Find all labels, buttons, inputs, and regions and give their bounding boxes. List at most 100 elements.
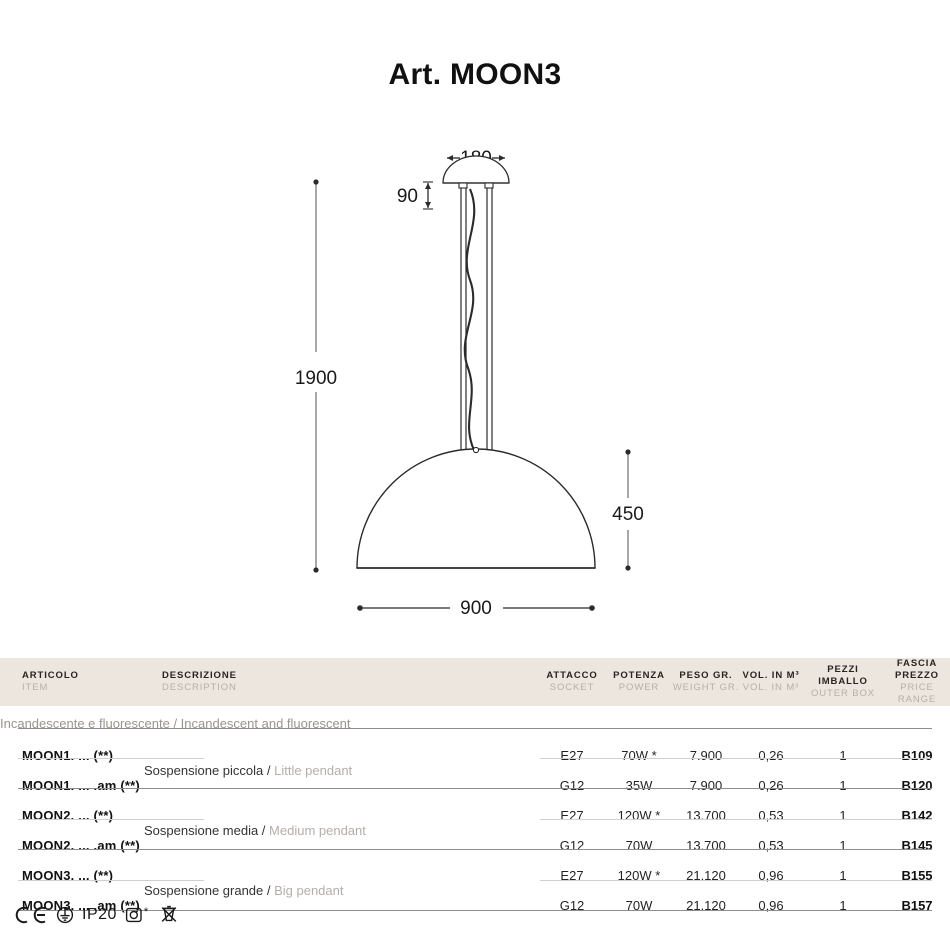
earth-ground-icon (56, 906, 74, 923)
cell-volume: 0,96 (758, 867, 784, 883)
dim-label-450: 450 (612, 504, 644, 525)
header-weight-en: WEIGHT GR. (672, 682, 740, 693)
rule-item-1 (18, 758, 204, 759)
header-outer-box-it: PEZZI IMBALLO (818, 664, 868, 687)
ce-mark-icon (15, 906, 46, 923)
cell-socket: E27 (560, 867, 584, 883)
dimension-shade-height: 450 (612, 449, 644, 571)
cell-socket: E27 (560, 807, 584, 823)
cell-volume: 0,96 (758, 897, 784, 913)
rule-group-2 (18, 849, 932, 850)
cell-power: 70W (625, 897, 653, 913)
cell-price-range: B155 (901, 867, 933, 883)
cell-volume: 0,53 (758, 807, 784, 823)
table-row: MOON2. ... .am (**) G12 70W 13.700 0,53 … (0, 830, 950, 860)
cell-outer-box: 1 (839, 777, 847, 793)
cell-socket: G12 (559, 897, 585, 913)
header-power-it: POTENZA (613, 670, 665, 681)
header-item-it: ARTICOLO (22, 670, 79, 681)
cell-outer-box: 1 (839, 867, 847, 883)
suspension-rods (460, 188, 493, 450)
lamp-suitability-icon (125, 907, 142, 922)
cell-socket: G12 (559, 837, 585, 853)
header-weight: PESO GR. WEIGHT GR. (672, 658, 740, 706)
category-label: Incandescente e fluorescente / Incandesc… (0, 715, 351, 731)
cell-power: 70W * (621, 747, 657, 763)
table-row: MOON3. ... .am (**) G12 70W 21.120 0,96 … (0, 890, 950, 920)
header-price-range-en: PRICE RANGE (897, 682, 937, 705)
cell-item: MOON2. ... .am (**) (22, 837, 140, 853)
desc-en: Little pendant (270, 762, 353, 778)
dim-label-900: 900 (460, 598, 492, 619)
cell-socket: G12 (559, 777, 585, 793)
header-socket-it: ATTACCO (546, 670, 598, 681)
header-item-en: ITEM (22, 682, 49, 693)
category-row: Incandescente e fluorescente / Incandesc… (0, 706, 950, 740)
cell-item: MOON3. ... .am (**) (22, 897, 140, 913)
table-row: MOON1. ... (**) Sospensione piccola / Li… (0, 740, 950, 778)
ceiling-canopy (442, 155, 510, 189)
rule-group-1 (18, 788, 932, 789)
cell-description: Sospensione grande / Big pendant (140, 860, 538, 920)
cell-power: 70W (625, 837, 653, 853)
cell-item: MOON1. ... .am (**) (22, 777, 140, 793)
page-title: Art. MOON3 (388, 58, 562, 91)
cell-price-range: B157 (901, 897, 933, 913)
cell-weight: 7.900 (689, 777, 723, 793)
cell-volume: 0,53 (758, 837, 784, 853)
header-volume-en: VOL. IN M³ (742, 682, 800, 693)
header-description-en: DESCRIPTION (162, 682, 237, 693)
header-item: ARTICOLO ITEM (0, 658, 140, 706)
crossed-out-wheelie-bin-icon (161, 905, 177, 922)
cell-volume: 0,26 (758, 777, 784, 793)
dimension-shade-width: 900 (357, 598, 595, 619)
desc-it: Sospensione media / (144, 822, 266, 838)
lamp-asterisk: * (143, 905, 149, 918)
cell-price-range: B145 (901, 837, 933, 853)
rule-top (18, 728, 932, 729)
table-row: MOON3. ... (**) Sospensione grande / Big… (0, 860, 950, 898)
header-price-range-it: FASCIA PREZZO (895, 658, 939, 681)
cell-weight: 21.120 (686, 897, 726, 913)
ip-rating-label: IP20 (82, 905, 117, 923)
header-outer-box-en: OUTER BOX (810, 688, 876, 699)
rule-data-1 (540, 758, 932, 759)
cell-description: Sospensione piccola / Little pendant (140, 740, 538, 800)
specification-table: ARTICOLO ITEM DESCRIZIONE DESCRIPTION AT… (0, 658, 950, 920)
cell-price-range: B142 (901, 807, 933, 823)
technical-drawing: 180 90 (0, 130, 950, 640)
cell-weight: 13.700 (686, 837, 726, 853)
cell-weight: 13.700 (686, 807, 726, 823)
cell-power: 120W * (617, 867, 661, 883)
power-cable (463, 188, 476, 451)
cell-weight: 7.900 (689, 747, 723, 763)
cell-description: Sospensione media / Medium pendant (140, 800, 538, 860)
desc-it: Sospensione piccola / (144, 762, 271, 778)
dim-label-1900: 1900 (295, 368, 337, 389)
desc-en: Big pendant (270, 882, 344, 898)
header-volume: VOL. IN M³ VOL. IN M³ (740, 658, 802, 706)
desc-en: Medium pendant (265, 822, 366, 838)
cell-volume: 0,26 (758, 747, 784, 763)
header-price-range: FASCIA PREZZO PRICE RANGE (884, 658, 950, 706)
dim-label-90: 90 (397, 186, 418, 207)
cell-outer-box: 1 (839, 837, 847, 853)
header-outer-box: PEZZI IMBALLO OUTER BOX (802, 658, 884, 706)
header-description: DESCRIZIONE DESCRIPTION (140, 658, 538, 706)
cell-outer-box: 1 (839, 747, 847, 763)
dimension-canopy-height: 90 (397, 181, 433, 210)
cell-item: MOON1. ... (**) (22, 747, 114, 763)
cell-power: 35W (625, 777, 653, 793)
cell-item: MOON2. ... (**) (22, 807, 114, 823)
certification-icons: IP20 * (14, 905, 178, 924)
cell-price-range: B109 (901, 747, 933, 763)
header-socket: ATTACCO SOCKET (538, 658, 606, 706)
table-row: MOON2. ... (**) Sospensione media / Medi… (0, 800, 950, 838)
rule-data-2 (540, 819, 932, 820)
product-dimension-drawing: 180 90 (295, 148, 644, 619)
desc-it: Sospensione grande / (144, 882, 271, 898)
lamp-shade (356, 446, 596, 569)
header-power: POTENZA POWER (606, 658, 672, 706)
header-socket-en: SOCKET (549, 682, 595, 693)
header-power-en: POWER (618, 682, 660, 693)
